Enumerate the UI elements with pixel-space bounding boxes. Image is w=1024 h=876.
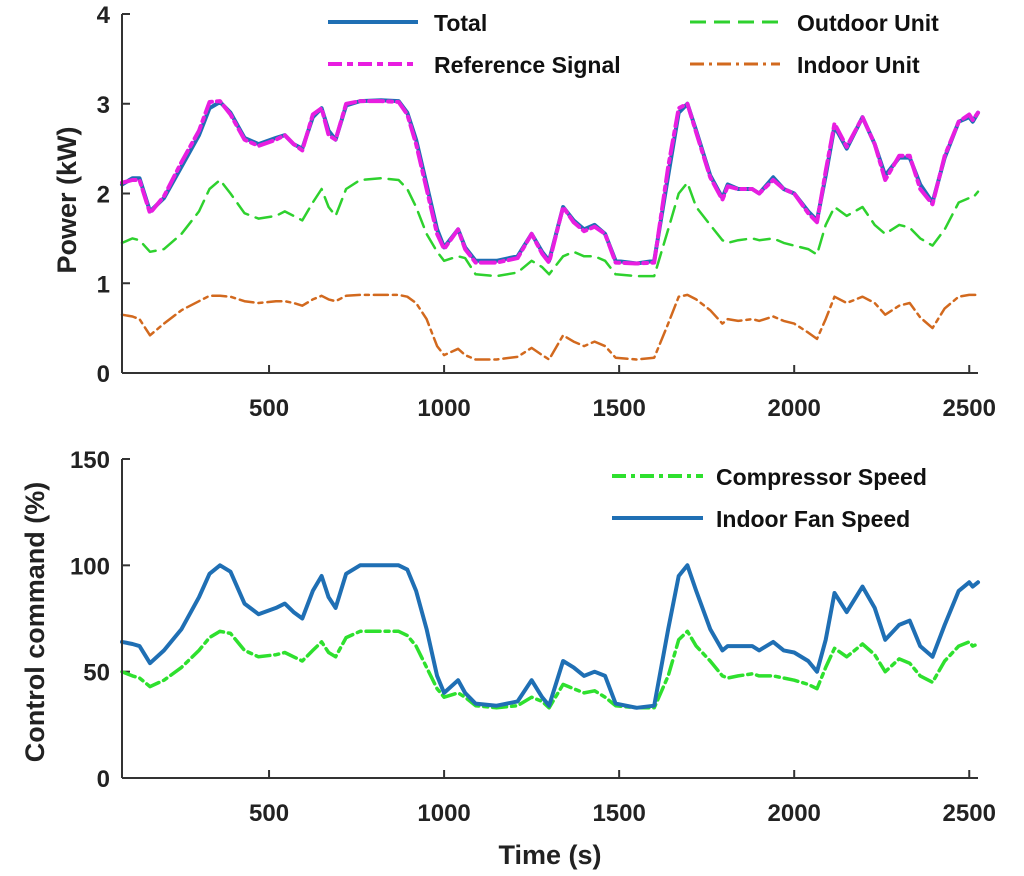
power-x-tick-label: 500 [249,395,289,422]
power-legend: Total Reference Signal Outdoor Unit Indo… [328,10,939,78]
legend-label-outdoor: Outdoor Unit [797,10,939,36]
control-x-tick-label: 2000 [768,800,821,827]
power-y-axis-title: Power (kW) [52,126,82,273]
control-y-tick-label: 0 [97,766,110,793]
legend-entry-fan: Indoor Fan Speed [612,506,910,532]
power-y-tick-label: 2 [97,182,110,209]
series-line-indoor-unit [120,293,980,361]
legend-label-total: Total [434,10,487,36]
power-x-tick-label: 1500 [592,395,645,422]
control-y-ticks: 0 50 100 150 [70,447,130,793]
power-chart: Power (kW) 0 1 2 3 4 500 1000 1500 2000 2500 Tot… [52,2,996,422]
power-x-tick-label: 2000 [768,395,821,422]
control-x-tick-label: 1000 [417,800,470,827]
legend-entry-reference: Reference Signal [328,52,621,78]
control-legend: Compressor Speed Indoor Fan Speed [612,464,927,532]
series-line-outdoor-unit [120,176,980,278]
series-line-reference-signal [120,99,980,266]
legend-entry-indoor: Indoor Unit [690,52,920,78]
legend-label-compressor: Compressor Speed [716,464,927,490]
control-x-axis-title: Time (s) [498,840,601,870]
legend-label-fan: Indoor Fan Speed [716,506,910,532]
control-x-ticks: 500 1000 1500 2000 2500 [249,770,996,827]
power-x-tick-label: 1000 [417,395,470,422]
series-line-total [120,98,980,266]
control-y-tick-label: 150 [70,447,110,474]
power-y-tick-label: 4 [97,2,111,29]
power-x-ticks: 500 1000 1500 2000 2500 [249,365,996,422]
series-line-compressor-speed [120,629,980,710]
power-y-ticks: 0 1 2 3 4 [97,2,130,388]
power-x-tick-label: 2500 [943,395,996,422]
legend-entry-total: Total [328,10,487,36]
legend-entry-compressor: Compressor Speed [612,464,927,490]
control-x-tick-label: 500 [249,800,289,827]
legend-label-reference: Reference Signal [434,52,621,78]
series-line-indoor-fan-speed [120,563,980,710]
control-x-tick-label: 2500 [943,800,996,827]
legend-entry-outdoor: Outdoor Unit [690,10,939,36]
legend-label-indoor: Indoor Unit [797,52,920,78]
control-y-tick-label: 100 [70,553,110,580]
power-y-tick-label: 1 [97,271,110,298]
power-series-lines [120,98,980,361]
power-y-tick-label: 3 [97,92,110,119]
control-y-axis-title: Control command (%) [20,482,50,763]
control-series-lines [120,563,980,710]
control-x-tick-label: 1500 [592,800,645,827]
control-y-tick-label: 50 [83,660,110,687]
power-y-tick-label: 0 [97,361,110,388]
control-chart: Control command (%) Time (s) 0 50 100 150 5… [20,447,996,870]
